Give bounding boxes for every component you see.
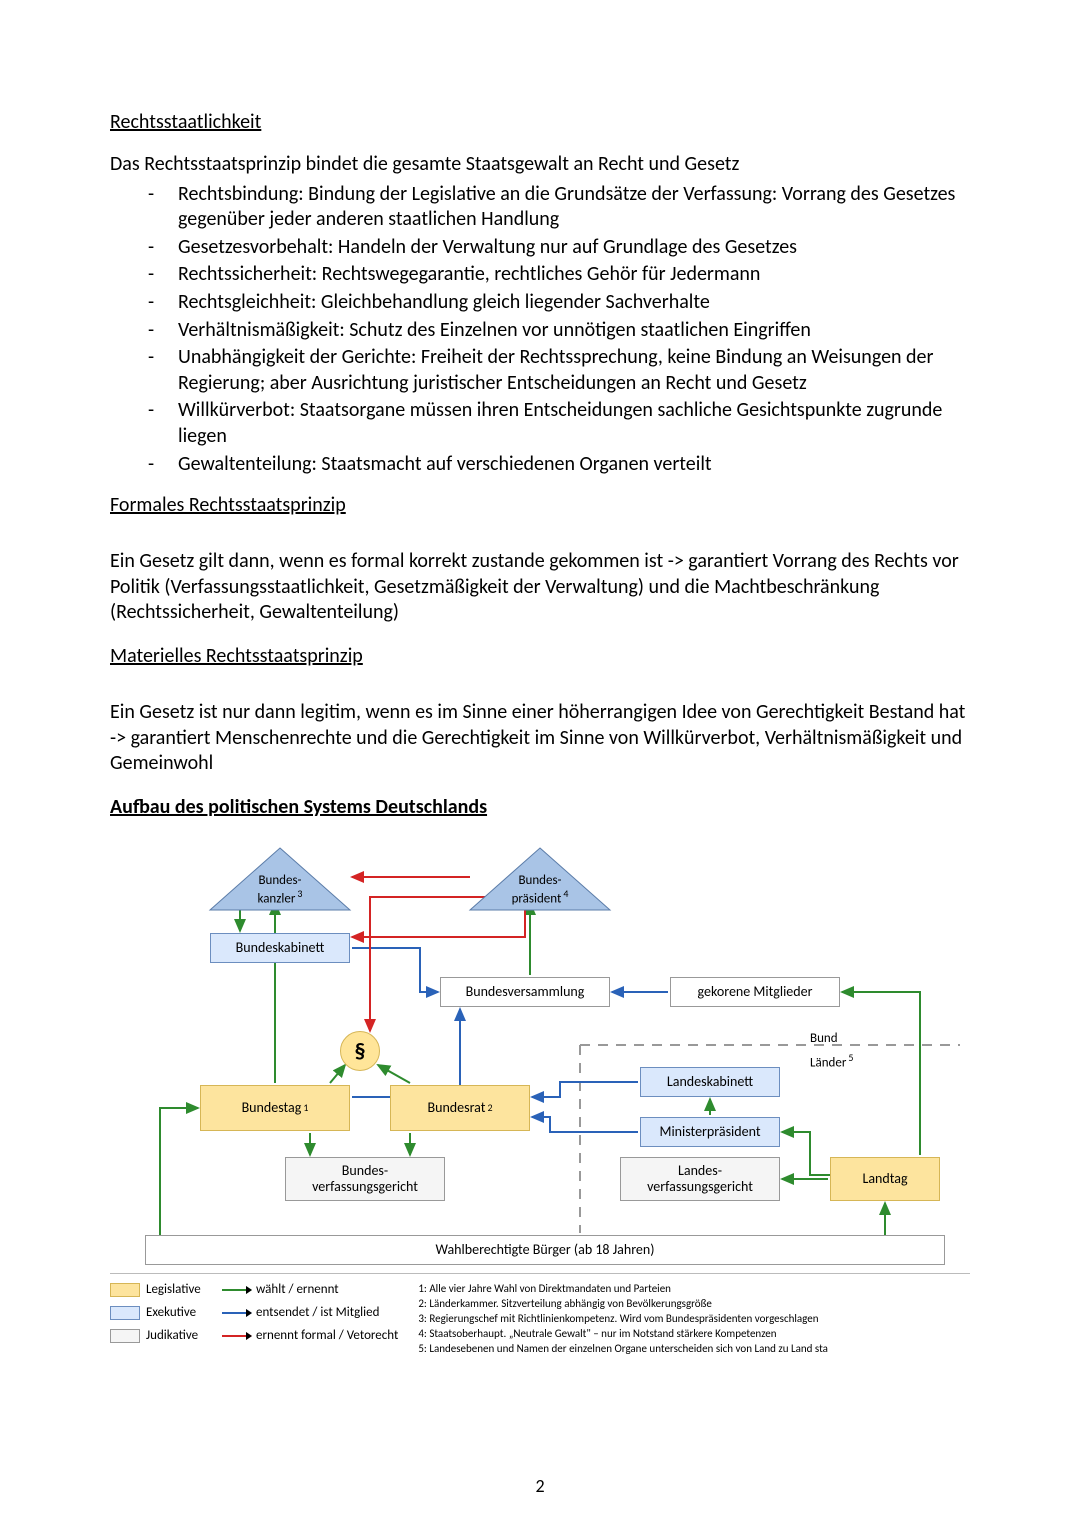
list-item: Verhältnismäßigkeit: Schutz des Einzelne… <box>110 318 970 344</box>
label-laender: Länder5 <box>810 1051 853 1070</box>
node-buerger: Wahlberechtigte Bürger (ab 18 Jahren) <box>145 1235 945 1265</box>
arrow-bundestag-section <box>330 1065 345 1083</box>
node-label-bundespraesident: Bundes-präsident4 <box>490 874 590 907</box>
section-1-title: Rechtsstaatlichkeit <box>110 110 970 134</box>
legend-swatch <box>110 1329 140 1343</box>
list-item: Gesetzesvorbehalt: Handeln der Verwaltun… <box>110 235 970 261</box>
list-item: Rechtsgleichheit: Gleichbehandlung gleic… <box>110 290 970 316</box>
legend-arrow-icon <box>222 1312 250 1314</box>
legend-footnote: 4: Staatsoberhaupt. „Neutrale Gewalt" – … <box>418 1327 970 1342</box>
legend-footnote: 1: Alle vier Jahre Wahl von Direktmandat… <box>418 1282 970 1297</box>
node-landeskabinett: Landeskabinett <box>640 1067 780 1097</box>
node-landesverfassungsgericht: Landes-verfassungsgericht <box>620 1157 780 1201</box>
section-1-list: Rechtsbindung: Bindung der Legislative a… <box>110 182 970 478</box>
diagram-legend: Legislative wählt / ernennt Exekutive entse… <box>110 1273 970 1356</box>
section-3-title: Materielles Rechtsstaatsprinzip <box>110 644 970 668</box>
arrow-landtag-gekorene <box>842 992 920 1155</box>
legend-swatch-label: Legislative <box>146 1282 216 1297</box>
legend-row: Legislative wählt / ernennt <box>110 1282 398 1297</box>
node-bundeskabinett: Bundeskabinett <box>210 933 350 963</box>
node-bundestag: Bundestag1 <box>200 1085 350 1131</box>
list-item: Gewaltenteilung: Staatsmacht auf verschi… <box>110 452 970 478</box>
legend-arrow-icon <box>222 1289 250 1291</box>
legend-arrow-label: wählt / ernennt <box>256 1282 339 1297</box>
page-number: 2 <box>0 1475 1080 1497</box>
section-4-title: Aufbau des politischen Systems Deutschla… <box>110 795 970 819</box>
legend-row: Exekutive entsendet / ist Mitglied <box>110 1305 398 1320</box>
legend-swatch <box>110 1283 140 1297</box>
legend-footnote: 3: Regierungschef mit Richtlinienkompete… <box>418 1312 970 1327</box>
list-item: Unabhängigkeit der Gerichte: Freiheit de… <box>110 345 970 396</box>
political-system-diagram: Bundes-kanzler3 Bundes-präsident4 Bundeska… <box>110 837 970 1357</box>
section-2-title: Formales Rechtsstaatsprinzip <box>110 493 970 517</box>
node-label-bundeskanzler: Bundes-kanzler3 <box>230 874 330 907</box>
node-gekorene: gekorene Mitglieder <box>670 977 840 1007</box>
list-item: Willkürverbot: Staatsorgane müssen ihren… <box>110 398 970 449</box>
arrow-bundespraesident-bundeskabinett <box>352 897 490 937</box>
arrow-ministerpraesident-bundesrat <box>532 1117 638 1132</box>
arrow-landtag-ministerpraesident <box>782 1132 830 1175</box>
legend-row: Judikative ernennt formal / Vetorecht <box>110 1328 398 1343</box>
section-1-intro: Das Rechtsstaatsprinzip bindet die gesam… <box>110 152 970 178</box>
arrow-bundesrat-section <box>378 1065 410 1083</box>
node-bundesrat: Bundesrat2 <box>390 1085 530 1131</box>
section-3-body: Ein Gesetz ist nur dann legitim, wenn es… <box>110 700 970 777</box>
legend-footnotes: 1: Alle vier Jahre Wahl von Direktmandat… <box>418 1282 970 1356</box>
arrow-buerger-bundestag <box>160 1108 198 1235</box>
legend-arrow-label: entsendet / ist Mitglied <box>256 1305 379 1320</box>
node-landtag: Landtag <box>830 1157 940 1201</box>
label-bund: Bund <box>810 1031 838 1046</box>
node-ministerpraesident: Ministerpräsident <box>640 1117 780 1147</box>
section-2-body: Ein Gesetz gilt dann, wenn es formal kor… <box>110 549 970 626</box>
legend-swatch <box>110 1306 140 1320</box>
arrow-landeskabinett-bundesrat <box>532 1082 638 1097</box>
node-bundesverfassungsgericht: Bundes-verfassungsgericht <box>285 1157 445 1201</box>
legend-swatch-label: Judikative <box>146 1328 216 1343</box>
legend-footnote: 2: Länderkammer. Sitzverteilung abhängig… <box>418 1297 970 1312</box>
legend-arrow-label: ernennt formal / Vetorecht <box>256 1328 398 1343</box>
legend-arrow-icon <box>222 1335 250 1337</box>
node-bundesversammlung: Bundesversammlung <box>440 977 610 1007</box>
list-item: Rechtsbindung: Bindung der Legislative a… <box>110 182 970 233</box>
arrow-bundespraesident-section <box>370 903 525 1031</box>
node-section: § <box>340 1031 380 1071</box>
legend-swatch-label: Exekutive <box>146 1305 216 1320</box>
legend-footnote: 5: Landesebenen und Namen der einzelnen … <box>418 1342 970 1357</box>
list-item: Rechtssicherheit: Rechtswegegarantie, re… <box>110 262 970 288</box>
arrow-bundeskabinett-bundesversammlung <box>352 948 438 992</box>
